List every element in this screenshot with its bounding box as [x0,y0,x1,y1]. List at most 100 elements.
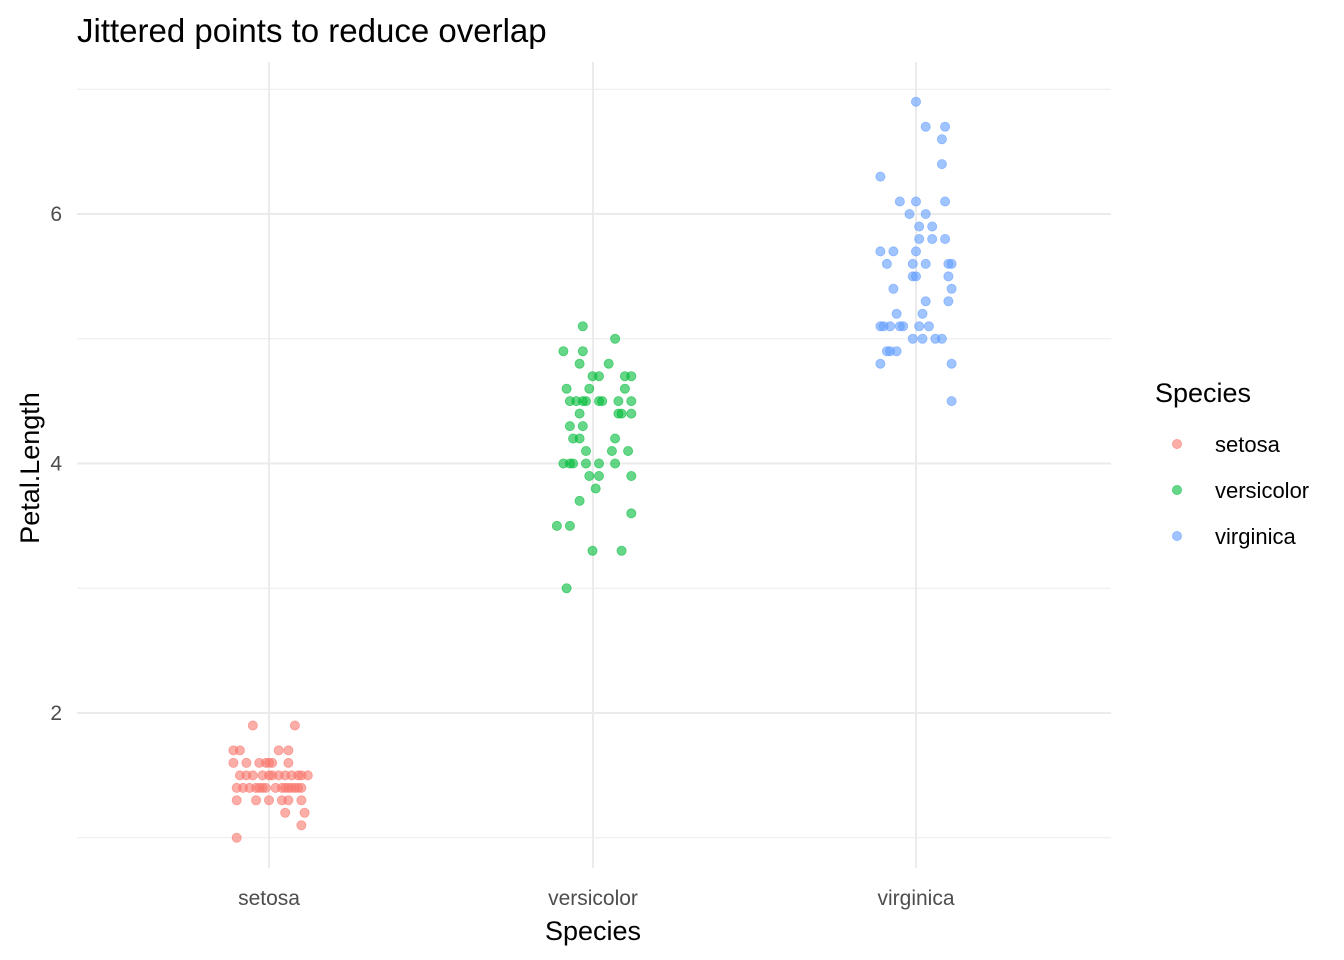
data-point-virginica [946,258,957,269]
data-point-virginica [875,358,886,369]
data-point-versicolor [590,483,601,494]
legend-label-setosa: setosa [1215,432,1281,457]
data-point-setosa [231,795,242,806]
data-point-versicolor [594,458,605,469]
data-point-setosa [273,770,284,781]
data-point-virginica [927,233,938,244]
data-point-setosa [231,832,242,843]
data-point-virginica [914,233,925,244]
data-point-versicolor [561,583,572,594]
data-point-virginica [888,246,899,257]
data-point-setosa [296,820,307,831]
data-point-versicolor [581,396,592,407]
data-point-virginica [911,271,922,282]
legend: Species setosa versicolor virginica [1155,378,1309,549]
data-point-versicolor [610,458,621,469]
grid-lines [77,62,1111,868]
legend-label-virginica: virginica [1215,524,1296,549]
data-point-virginica [940,233,951,244]
data-point-versicolor [584,470,595,481]
data-point-virginica [885,321,896,332]
data-point-setosa [267,757,278,768]
legend-key-setosa [1172,438,1183,449]
data-point-virginica [898,321,909,332]
data-point-versicolor [568,458,579,469]
chart-title: Jittered points to reduce overlap [77,12,547,49]
data-point-virginica [936,134,947,145]
data-point-versicolor [587,545,598,556]
y-tick-labels: 2 4 6 [50,203,62,725]
data-point-setosa [263,795,274,806]
data-point-virginica [875,171,886,182]
data-point-virginica [946,283,957,294]
data-point-setosa [283,782,294,793]
data-point-virginica [914,321,925,332]
data-point-setosa [299,807,310,818]
data-point-virginica [875,246,886,257]
data-point-virginica [891,308,902,319]
data-point-virginica [940,196,951,207]
data-point-versicolor [619,383,630,394]
data-point-virginica [946,358,957,369]
data-point-virginica [907,258,918,269]
legend-key-versicolor [1172,484,1183,495]
data-point-versicolor [613,396,624,407]
data-point-versicolor [558,346,569,357]
x-tick-label: versicolor [548,887,638,910]
data-point-setosa [273,745,284,756]
data-point-setosa [296,782,307,793]
data-point-virginica [940,121,951,132]
x-tick-label: setosa [238,887,300,910]
data-point-versicolor [597,396,608,407]
data-point-setosa [283,757,294,768]
y-tick-label: 6 [50,203,62,226]
data-point-virginica [920,121,931,132]
data-point-versicolor [581,458,592,469]
x-tick-labels: setosa versicolor virginica [238,887,955,910]
data-point-virginica [920,208,931,219]
y-axis-title: Petal.Length [15,392,45,544]
data-point-versicolor [577,421,588,432]
data-point-versicolor [581,445,592,456]
data-point-virginica [911,246,922,257]
data-point-setosa [228,757,239,768]
data-point-virginica [917,333,928,344]
y-tick-label: 2 [50,702,62,725]
data-point-virginica [881,258,892,269]
data-point-versicolor [610,333,621,344]
data-point-versicolor [626,408,637,419]
data-point-versicolor [613,408,624,419]
data-point-versicolor [551,520,562,531]
data-point-versicolor [574,433,585,444]
data-point-versicolor [561,383,572,394]
data-point-versicolor [564,520,575,531]
data-point-virginica [917,308,928,319]
data-point-setosa [283,745,294,756]
data-point-setosa [231,782,242,793]
data-point-versicolor [626,396,637,407]
legend-label-versicolor: versicolor [1215,478,1309,503]
data-point-versicolor [626,371,637,382]
data-point-setosa [251,795,262,806]
data-point-virginica [943,271,954,282]
data-point-versicolor [584,383,595,394]
data-point-versicolor [574,408,585,419]
data-points [228,96,957,843]
data-point-versicolor [606,445,617,456]
data-point-versicolor [594,470,605,481]
x-tick-label: virginica [877,887,954,910]
data-point-virginica [914,221,925,232]
data-point-setosa [247,720,258,731]
data-point-setosa [283,795,294,806]
data-point-setosa [254,782,265,793]
data-point-versicolor [577,321,588,332]
data-point-virginica [911,96,922,107]
data-point-virginica [888,283,899,294]
data-point-virginica [946,396,957,407]
data-point-setosa [241,757,252,768]
data-point-virginica [943,296,954,307]
data-point-setosa [234,745,245,756]
data-point-versicolor [594,371,605,382]
data-point-virginica [894,196,905,207]
